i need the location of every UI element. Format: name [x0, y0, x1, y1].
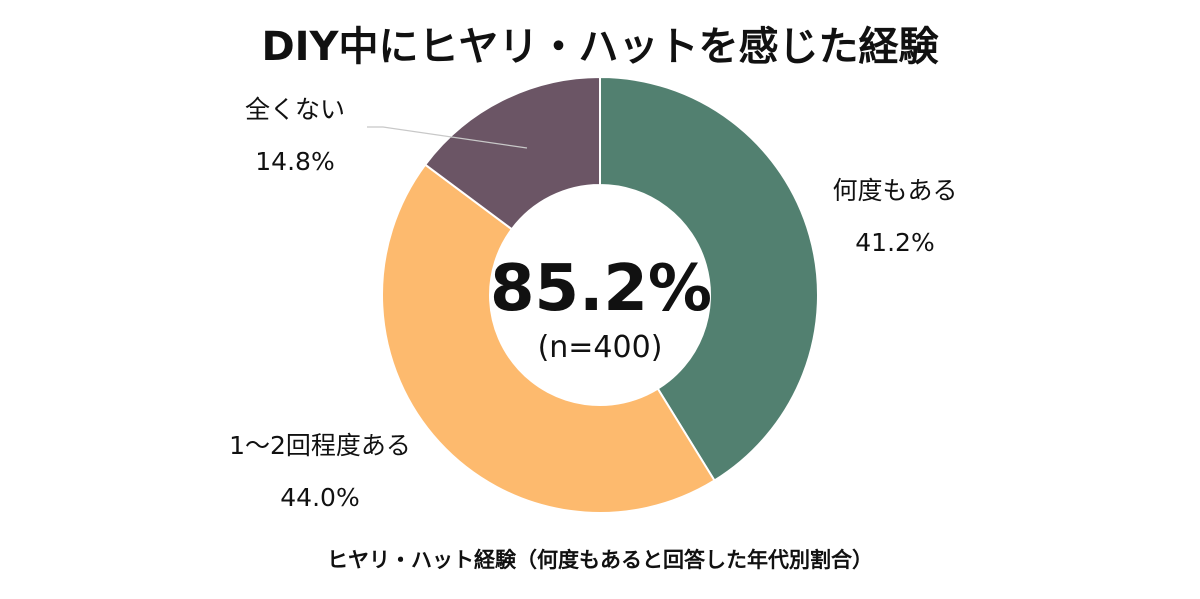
category-label: 何度もある [832, 176, 958, 205]
label-slice-2: 全くない 14.8% [220, 84, 370, 188]
donut-slice-2 [423, 75, 601, 231]
category-label: 全くない [244, 95, 345, 124]
center-note: (n=400) [537, 330, 663, 365]
value-label: 41.2% [855, 228, 935, 257]
chart-subtitle: ヒヤリ・ハット経験（何度もあると回答した年代別割合） [327, 548, 873, 572]
leader-line [367, 126, 528, 149]
value-label: 14.8% [255, 147, 335, 176]
donut-slice-0 [599, 75, 819, 482]
label-slice-0: 何度もある 41.2% [800, 165, 990, 269]
category-label: 1～2回程度ある [229, 431, 411, 460]
donut-slice-1 [381, 163, 716, 514]
chart-title: DIY中にヒヤリ・ハットを感じた経験 [261, 24, 939, 70]
value-label: 44.0% [280, 483, 360, 512]
label-slice-1: 1～2回程度ある 44.0% [195, 420, 445, 524]
center-value: 85.2% [490, 252, 713, 326]
